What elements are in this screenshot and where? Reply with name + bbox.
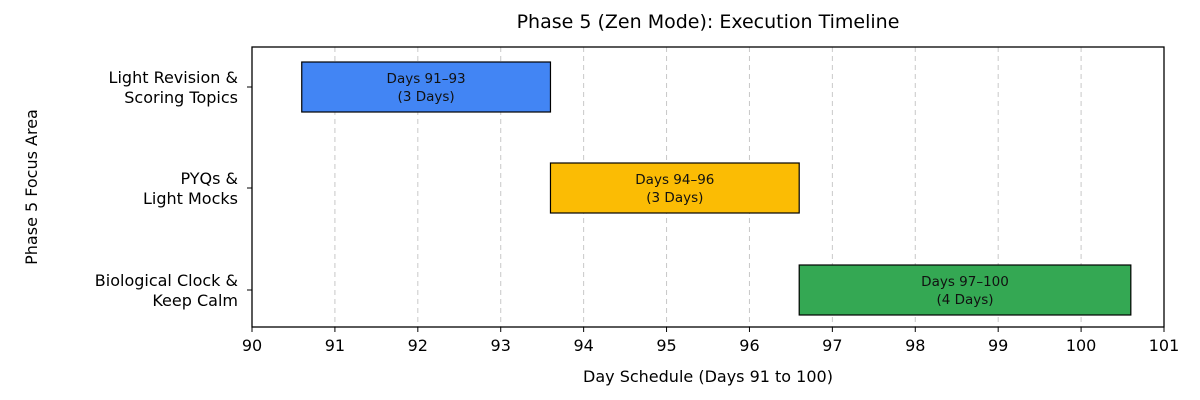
bar-layer: Days 91–93 (3 Days) Days 94–96 (3 Days) Days… bbox=[301, 61, 1132, 316]
chart-title: Phase 5 (Zen Mode): Execution Timeline bbox=[517, 11, 900, 33]
x-axis: 90 91 92 93 94 95 96 97 98 99 100 101 bbox=[242, 327, 1179, 355]
x-tick-label: 100 bbox=[1066, 336, 1097, 355]
y-axis: Light Revision &Scoring Topics PYQs &Ligh… bbox=[95, 68, 252, 310]
timeline-bar bbox=[549, 162, 800, 214]
bar-data-label: Days 94–96 bbox=[635, 172, 714, 188]
bar-data-label: Days 91–93 bbox=[387, 71, 466, 87]
y-tick-label: Keep Calm bbox=[152, 291, 238, 310]
y-tick-label: Biological Clock & bbox=[95, 271, 238, 290]
x-tick-label: 99 bbox=[988, 336, 1008, 355]
bar-data-label: (4 Days) bbox=[936, 292, 993, 308]
y-tick-label: Light Mocks bbox=[143, 189, 238, 208]
plot-frame bbox=[251, 46, 1165, 328]
x-tick-label: 91 bbox=[325, 336, 345, 355]
x-tick-label: 97 bbox=[822, 336, 842, 355]
y-axis-label: Phase 5 Focus Area bbox=[22, 109, 41, 265]
x-axis-label: Day Schedule (Days 91 to 100) bbox=[583, 367, 833, 386]
bar-data-label: (3 Days) bbox=[398, 89, 455, 105]
x-tick-label: 101 bbox=[1149, 336, 1180, 355]
y-tick-label: Light Revision & bbox=[109, 68, 238, 87]
y-tick-label: PYQs & bbox=[180, 169, 238, 188]
bar-data-label: Days 97–100 bbox=[921, 274, 1009, 290]
x-tick-label: 96 bbox=[739, 336, 759, 355]
x-tick-label: 93 bbox=[491, 336, 511, 355]
x-tick-label: 92 bbox=[408, 336, 428, 355]
x-tick-label: 98 bbox=[905, 336, 925, 355]
x-tick-label: 90 bbox=[242, 336, 262, 355]
x-tick-label: 94 bbox=[573, 336, 593, 355]
timeline-bar bbox=[301, 61, 552, 113]
timeline-bar bbox=[798, 264, 1132, 316]
bar-data-label: (3 Days) bbox=[646, 190, 703, 206]
x-tick-label: 95 bbox=[656, 336, 676, 355]
y-tick-label: Scoring Topics bbox=[124, 88, 238, 107]
